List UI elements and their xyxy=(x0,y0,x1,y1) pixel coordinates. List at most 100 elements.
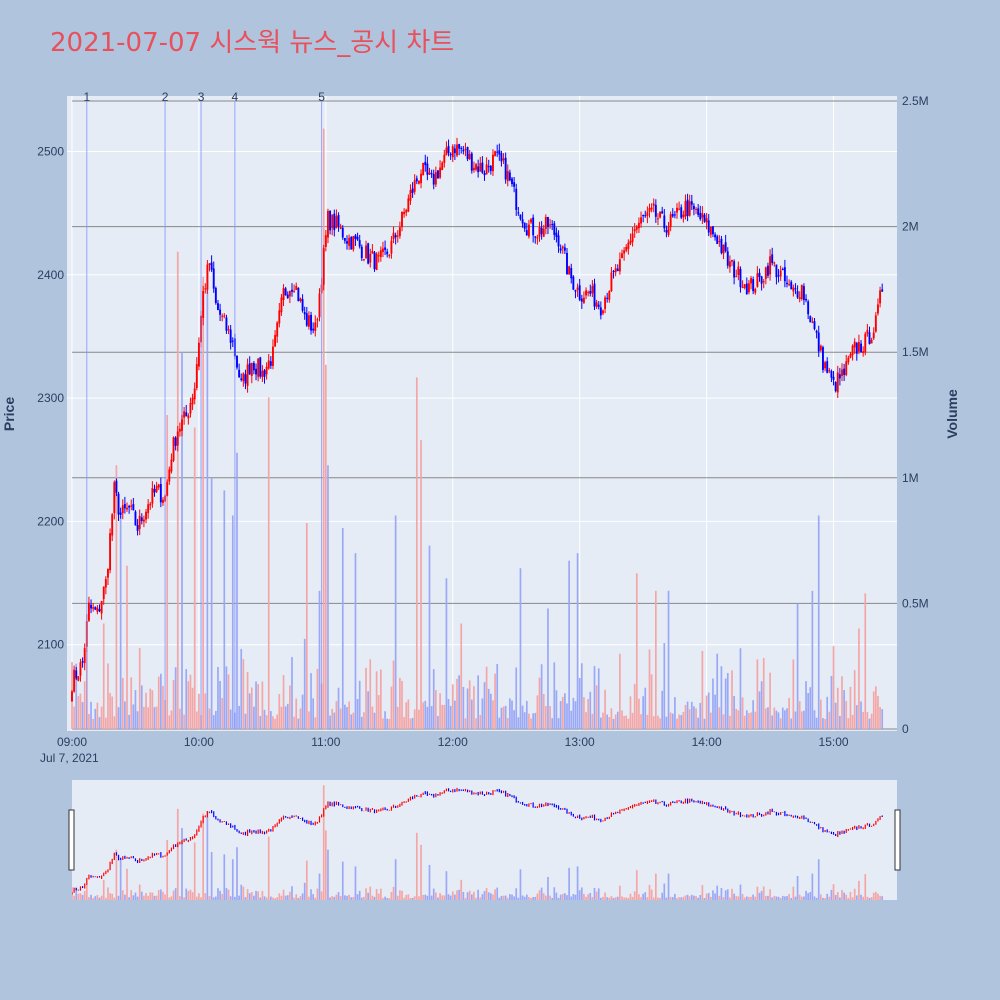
candle-body xyxy=(153,489,156,493)
range-slider-volume-bar xyxy=(189,889,192,900)
range-slider-volume-bar xyxy=(589,892,592,900)
candle-body xyxy=(606,297,609,299)
candle-body xyxy=(673,214,676,216)
candle-body xyxy=(394,235,397,238)
candle-body xyxy=(504,157,507,180)
volume-bar xyxy=(162,685,164,729)
time-tick-label: 15:00 xyxy=(819,735,849,749)
range-slider-volume-bar xyxy=(111,893,114,900)
volume-bar xyxy=(716,653,719,729)
volume-bar xyxy=(553,662,556,729)
range-slider-volume-bar xyxy=(316,888,319,900)
price-tick-label: 2200 xyxy=(37,514,64,528)
range-slider-volume-bar xyxy=(665,897,668,900)
range-slider-volume-bar xyxy=(671,897,674,900)
volume-bar xyxy=(176,251,179,729)
candle-body xyxy=(591,286,594,294)
range-slider-volume-bar xyxy=(718,895,721,900)
candle-body xyxy=(640,217,642,224)
candle-body xyxy=(676,207,678,213)
volume-bar xyxy=(90,701,92,729)
volume-bar xyxy=(568,560,570,729)
candle-body xyxy=(339,226,342,229)
range-slider-volume-bar xyxy=(358,890,361,900)
range-slider-volume-bar xyxy=(422,894,424,900)
volume-bar xyxy=(363,712,365,729)
range-slider-volume-bar xyxy=(331,896,334,900)
range-slider-volume-bar xyxy=(621,896,623,900)
range-slider-volume-bar xyxy=(85,885,88,900)
candle-body xyxy=(174,437,177,446)
range-slider-volume-bar xyxy=(638,894,640,900)
volume-bar xyxy=(373,712,376,729)
range-slider-volume-bar xyxy=(847,897,850,900)
volume-bar xyxy=(638,698,640,729)
range-slider[interactable] xyxy=(68,780,901,900)
volume-bar xyxy=(602,712,604,729)
candle-body xyxy=(566,252,568,275)
candle-body xyxy=(807,301,810,315)
volume-bar xyxy=(348,701,350,729)
range-slider-volume-bar xyxy=(492,894,494,900)
range-slider-volume-bar xyxy=(822,897,824,900)
range-slider-volume-bar xyxy=(354,866,357,900)
candle-body xyxy=(123,504,126,509)
volume-bar xyxy=(242,659,245,729)
volume-bar xyxy=(411,717,414,729)
range-slider-volume-bar xyxy=(185,888,188,900)
volume-bar xyxy=(743,715,746,729)
range-slider-volume-bar xyxy=(462,891,465,900)
volume-bar xyxy=(750,712,752,729)
range-slider-volume-bar xyxy=(629,893,632,900)
range-slider-volume-bar xyxy=(170,896,173,900)
candle-body xyxy=(574,290,577,292)
range-slider-volume-bar xyxy=(849,891,852,900)
range-slider-volume-bar xyxy=(138,884,141,900)
candle-body xyxy=(650,207,653,210)
volume-bar xyxy=(145,692,147,729)
range-slider-volume-bar xyxy=(451,891,454,900)
candle-body xyxy=(798,297,801,300)
volume-bar xyxy=(650,674,653,729)
candle-body xyxy=(652,203,655,206)
range-slider-volume-bar xyxy=(327,849,329,900)
volume-bar xyxy=(236,452,238,729)
volume-bar xyxy=(572,697,575,729)
range-slider-left-handle[interactable] xyxy=(68,809,75,871)
range-slider-volume-bar xyxy=(490,893,492,900)
volume-bar xyxy=(832,646,835,729)
volume-bar xyxy=(845,700,848,729)
volume-bar xyxy=(386,718,389,729)
candle-body xyxy=(291,289,293,292)
range-slider-volume-bar xyxy=(669,896,672,900)
range-slider-volume-bar xyxy=(851,897,854,900)
candle-body xyxy=(263,370,266,377)
volume-bar xyxy=(312,698,314,729)
range-slider-volume-bar xyxy=(94,896,97,900)
range-slider-volume-bar xyxy=(310,889,312,900)
range-slider-right-handle[interactable] xyxy=(894,809,901,871)
range-slider-volume-bar xyxy=(445,871,448,900)
candle-body xyxy=(794,288,797,290)
candle-body xyxy=(280,297,283,313)
volume-bar xyxy=(635,573,638,729)
candle-body xyxy=(621,253,623,259)
candle-body xyxy=(453,148,456,154)
range-slider-volume-bar xyxy=(652,897,655,900)
volume-bar xyxy=(246,672,249,729)
volume-bar xyxy=(160,673,162,729)
range-slider-background[interactable] xyxy=(72,780,897,900)
volume-bar xyxy=(263,709,266,729)
candle-body xyxy=(532,217,535,236)
volume-bar xyxy=(415,377,418,729)
range-slider-volume-bar xyxy=(160,889,162,900)
range-slider-volume-bar xyxy=(83,890,86,900)
range-slider-volume-bar xyxy=(314,897,317,900)
volume-bar xyxy=(737,710,740,729)
range-slider-volume-bar xyxy=(684,895,687,900)
candle-body xyxy=(475,164,477,170)
candle-body xyxy=(534,236,537,238)
volume-bar xyxy=(648,649,651,729)
candle-body xyxy=(424,161,427,166)
volume-bar xyxy=(117,707,120,729)
